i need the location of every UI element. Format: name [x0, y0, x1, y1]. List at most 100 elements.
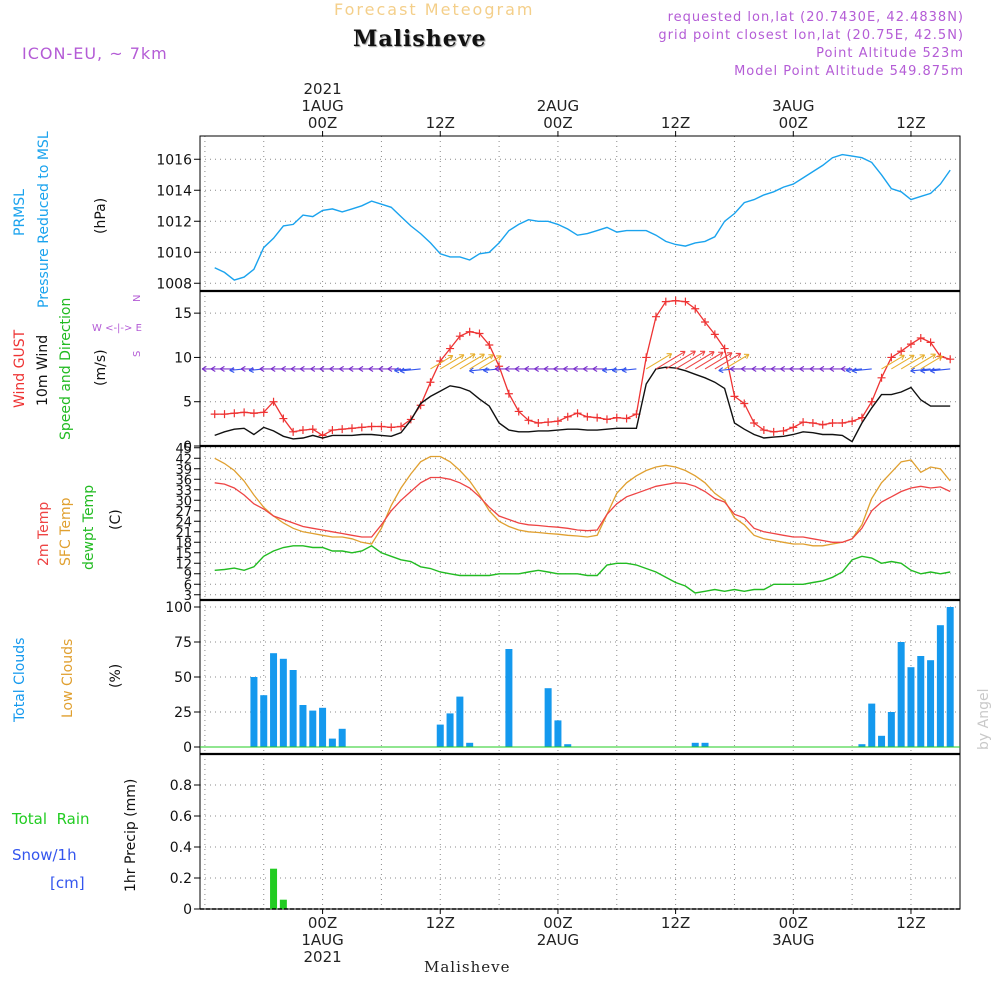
wind-gust-marker [348, 424, 356, 433]
chart-title: Forecast Meteogram [334, 0, 535, 19]
y-tick-label: 1012 [156, 214, 192, 230]
wind-direction-arrow [900, 354, 925, 370]
wind-gust-marker [230, 409, 239, 418]
wind-arrow-head [553, 365, 559, 372]
wind-gust-marker [779, 426, 788, 435]
clouds-unit-label: (%) [108, 664, 124, 688]
y-tick-label: 36 [175, 473, 192, 488]
wind-direction-arrow [675, 350, 706, 370]
wind-direction-arrow [459, 353, 485, 370]
wind-arrow-head [718, 351, 724, 357]
wind-arrow-head [592, 365, 598, 372]
wind-direction-arrow [891, 354, 915, 370]
panel-frame [199, 753, 961, 910]
compass-s-label: S [132, 351, 143, 357]
wind-direction-arrow [714, 352, 741, 370]
wind-gust-marker [249, 409, 258, 418]
wind-gust-marker [259, 408, 268, 417]
wind-direction-arrow [881, 354, 905, 370]
wind-gust-marker [926, 338, 935, 347]
wind-arrow-head [718, 367, 724, 374]
wind-arrow-head [666, 353, 673, 359]
y-tick-label: 9 [184, 568, 192, 583]
model-altitude: Model Point Altitude 549.875m [734, 64, 964, 79]
rain-bar [279, 899, 287, 909]
wind-direction-arrow [479, 355, 502, 370]
wind-gust-marker [524, 416, 533, 425]
pressure-line [214, 153, 951, 281]
wind-gust-marker [426, 378, 435, 387]
wind-direction-arrow [469, 368, 490, 372]
wind-gust-label: Wind GUST [12, 329, 28, 408]
cloud-bar [564, 744, 572, 747]
wind-arrow-head [680, 350, 686, 357]
wind-unit-label: (m/s) [93, 349, 109, 386]
cloud-bar [446, 713, 454, 747]
wind-gust-marker [642, 353, 651, 362]
dewpt-line [214, 544, 951, 594]
wind-gust-marker [750, 418, 759, 427]
wind-arrow-head [470, 353, 476, 359]
y-tick-label: 18 [175, 536, 192, 551]
wind-gust-marker [367, 422, 376, 431]
wind-gust-marker [906, 340, 915, 349]
dewpt-label: dewpt Temp [81, 485, 97, 570]
wind-arrow-head [248, 366, 254, 374]
wind-arrow-head [799, 365, 805, 372]
wind-arrow-head [534, 365, 539, 372]
time-label-top: 00Z [779, 114, 808, 132]
wind-arrow-head [387, 365, 393, 372]
wind-arrow-head [740, 365, 746, 372]
wind-gust-marker [455, 332, 464, 341]
wind-arrow-head [348, 365, 354, 372]
time-label-bottom: 3AUG [772, 931, 814, 949]
wind-gust-marker [465, 327, 474, 336]
wind-gust-marker [838, 418, 847, 427]
wind-gust-marker [602, 415, 611, 424]
wind-gust-marker [897, 347, 906, 356]
cloud-bar [544, 688, 552, 747]
y-tick-label: 0.8 [170, 778, 192, 794]
wind-arrow-head [851, 367, 858, 374]
cloud-bar [289, 670, 297, 747]
wind-gust-marker [887, 353, 896, 362]
wind-arrow-head [447, 354, 454, 361]
wind-arrow-head [368, 365, 374, 372]
wind-gust-marker [416, 401, 425, 410]
wind-gust-marker [485, 341, 494, 350]
wind-arrow-head [743, 353, 750, 360]
y-tick-label: 1010 [156, 245, 192, 261]
wind-arrow-head [270, 365, 276, 372]
time-label-top: 12Z [426, 114, 455, 132]
y-tick-label: 0 [183, 439, 192, 455]
y-tick-label: 1014 [156, 183, 192, 199]
wind-arrow-head [496, 355, 502, 361]
wind-gust-marker [397, 422, 406, 431]
time-label-bottom: 12Z [896, 914, 925, 932]
cloud-bar [936, 625, 944, 747]
y-tick-label: 1016 [156, 152, 192, 168]
total-clouds-label: Total Clouds [12, 638, 28, 723]
snow-label: Snow/1h [12, 846, 77, 864]
wind-arrow-head [488, 354, 494, 360]
wind-gust-marker [916, 333, 925, 342]
wind-gust-line [214, 300, 951, 437]
wind-gust-marker [210, 410, 219, 419]
cloud-bar [868, 703, 876, 747]
wind-gust-marker [279, 414, 288, 423]
wind-arrow-head [469, 367, 475, 374]
y-tick-label: 24 [175, 515, 192, 530]
wind-arrow-head [563, 365, 568, 372]
watermark-text: by Angel [976, 689, 992, 750]
compass-n-label: N [132, 295, 143, 302]
wind-arrow-head [699, 350, 706, 356]
wind-gust-marker [534, 418, 543, 427]
wind-gust-marker [269, 397, 278, 406]
cloud-bar [250, 677, 258, 747]
wind-direction-arrow [704, 352, 733, 370]
cloud-bar [309, 710, 317, 747]
wind-gust-marker [740, 399, 749, 408]
wind-arrow-head [910, 367, 916, 374]
wind-gust-marker [867, 397, 876, 406]
wind-gust-marker [701, 318, 710, 326]
